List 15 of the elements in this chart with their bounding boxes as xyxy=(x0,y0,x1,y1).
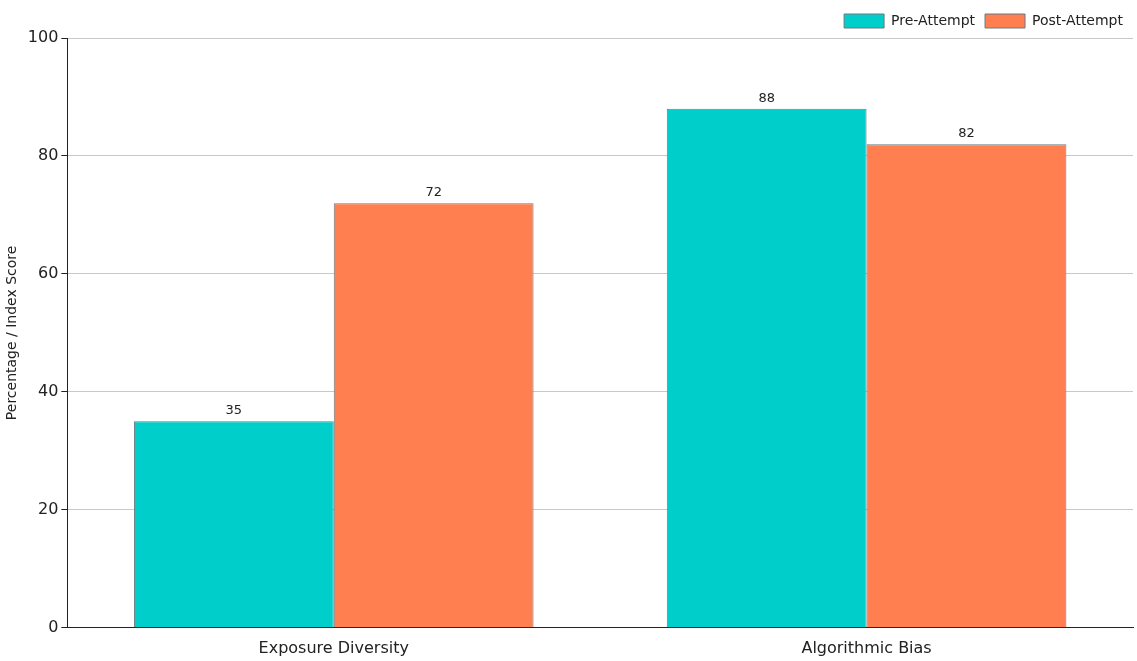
y-tick-label: 80 xyxy=(37,145,59,165)
y-tick-label: 60 xyxy=(37,263,59,283)
x-tick-label: Algorithmic Bias xyxy=(801,637,932,657)
data-label: 88 xyxy=(758,89,775,105)
y-tick-label: 40 xyxy=(37,381,59,401)
legend-label: Post-Attempt xyxy=(1032,11,1124,28)
y-tick-label: 20 xyxy=(37,499,59,518)
y-tick-label: 0 xyxy=(48,616,59,636)
legend-label: Pre-Attempt xyxy=(891,11,976,28)
data-label: 82 xyxy=(958,125,975,141)
y-tick-label: 100 xyxy=(27,27,59,47)
y-axis-title: Percentage / Index Score xyxy=(3,245,20,421)
data-label: 35 xyxy=(225,402,243,418)
data-label: 72 xyxy=(425,184,442,200)
x-tick-label: Exposure Diversity xyxy=(258,637,409,657)
